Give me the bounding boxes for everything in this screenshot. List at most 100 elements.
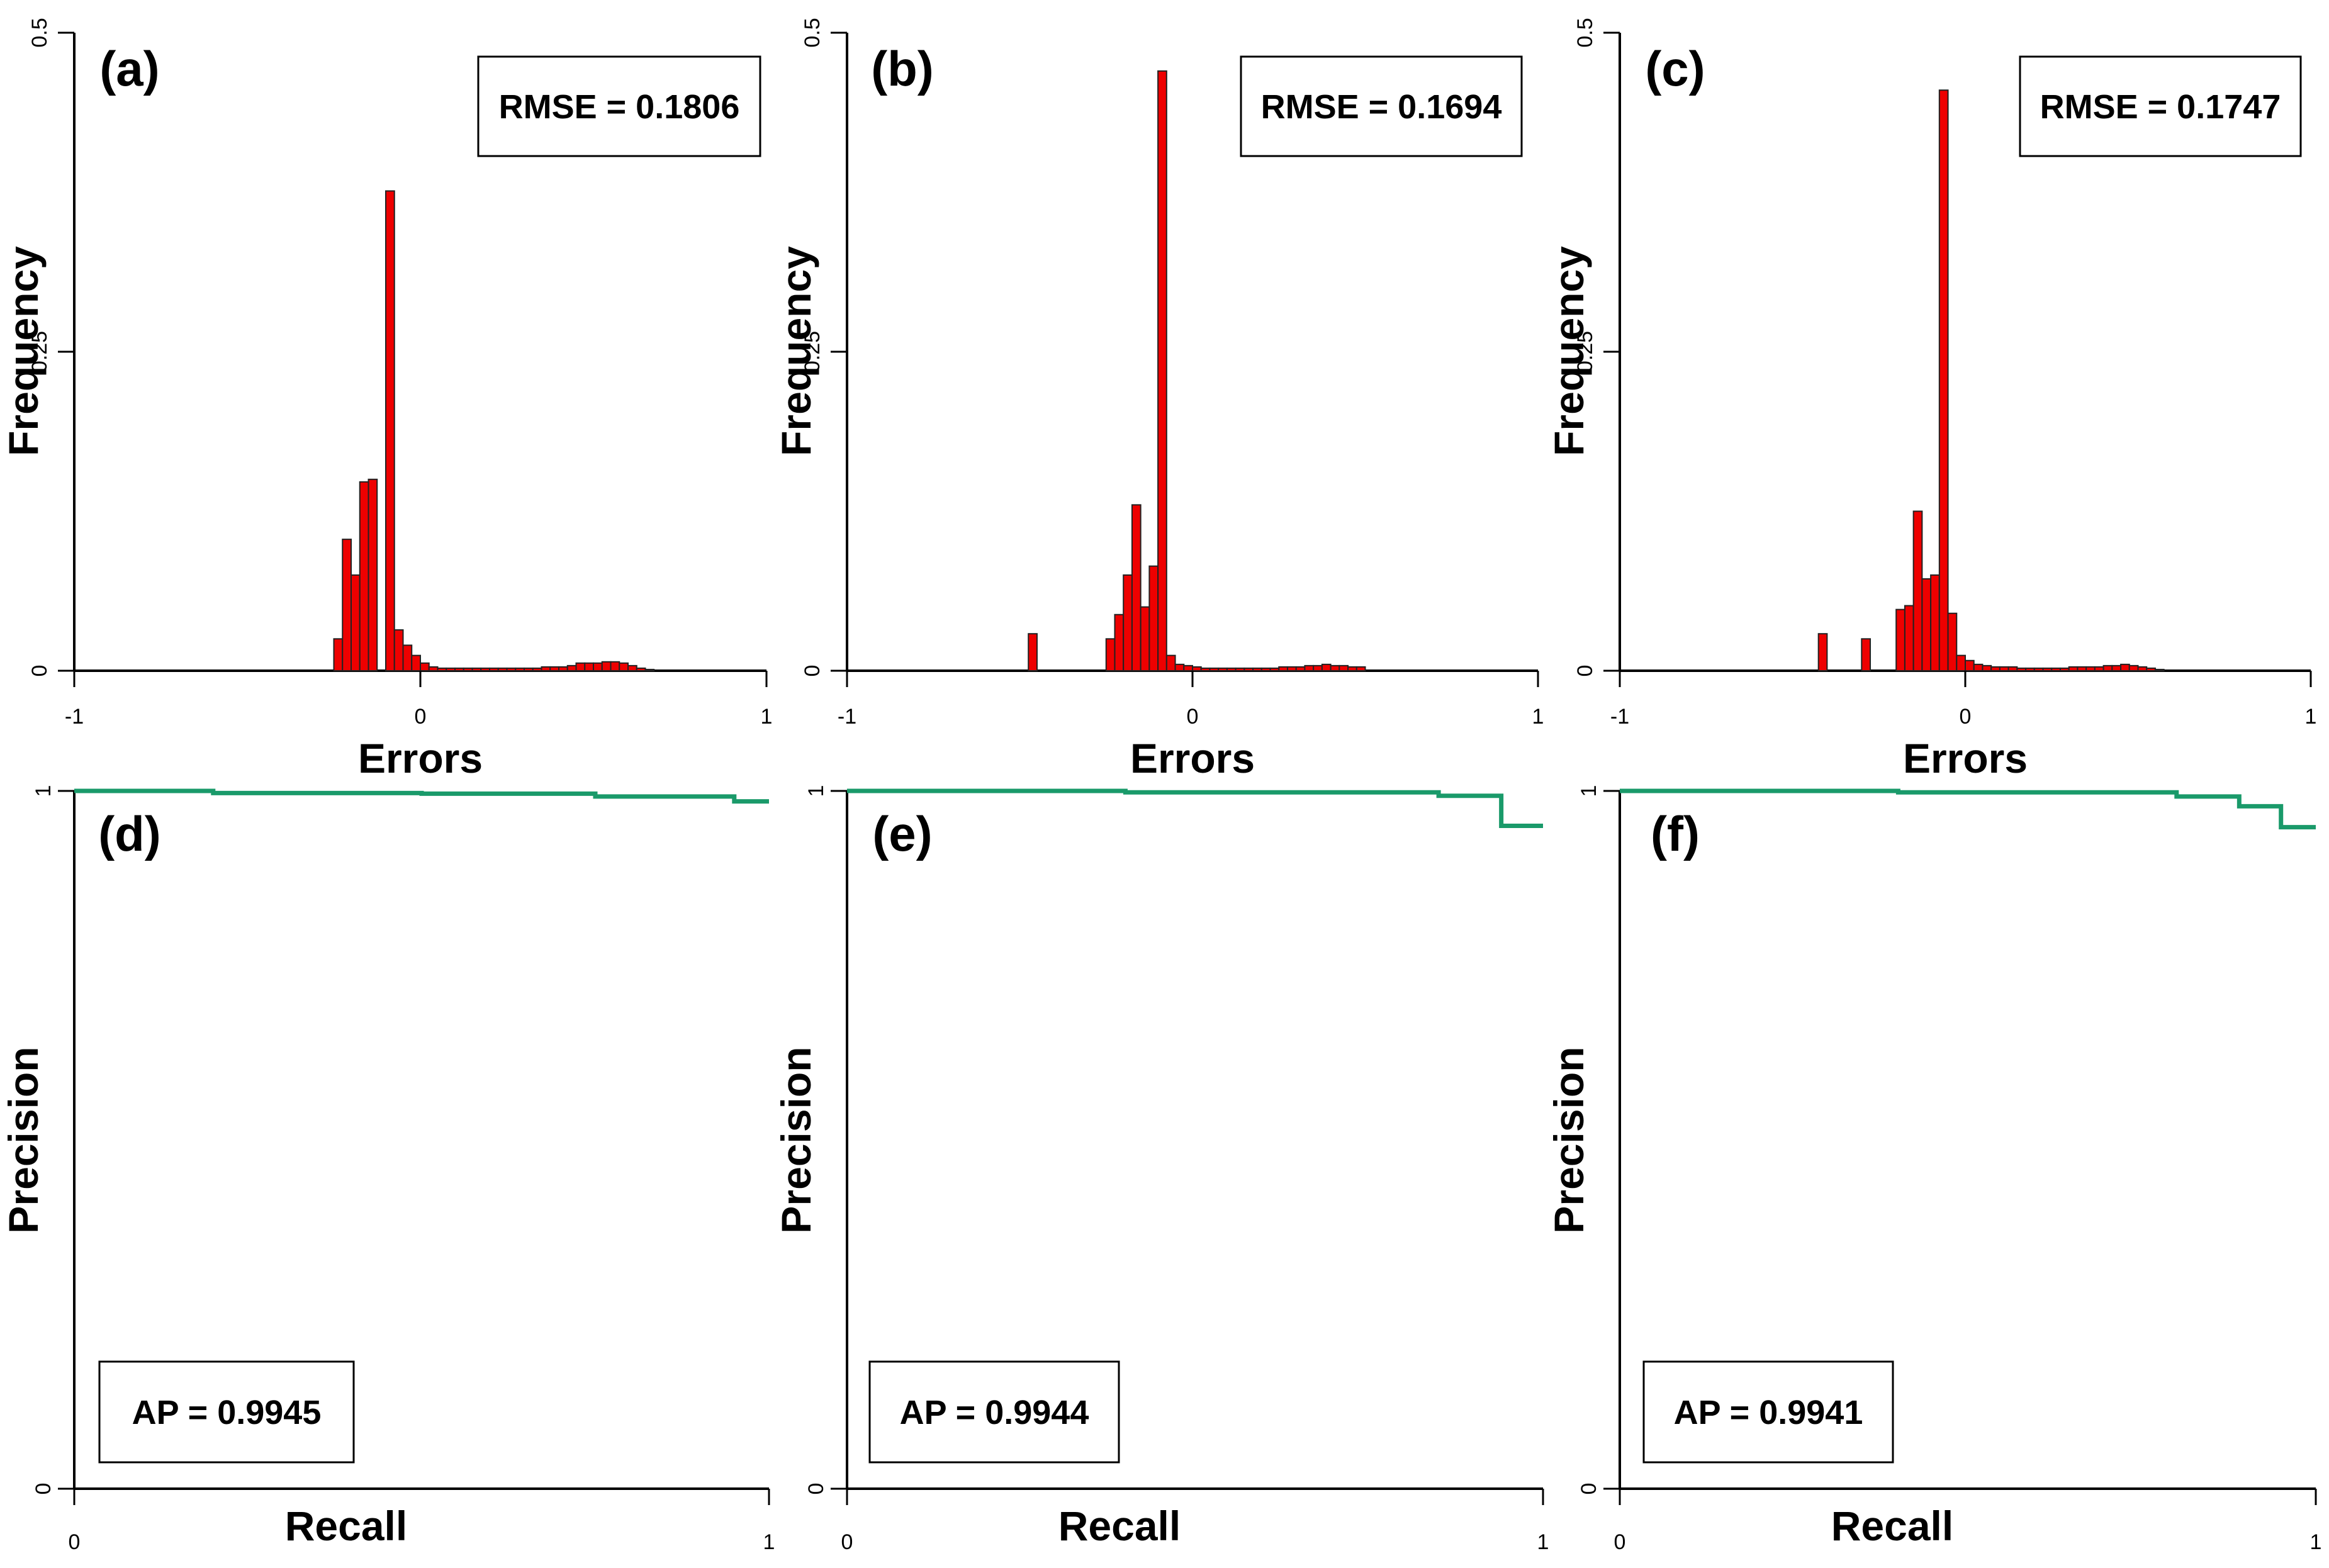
histogram-bar [644, 668, 655, 672]
histogram-bar [1321, 663, 1332, 671]
x-tick-label: -1 [838, 705, 856, 729]
x-axis-title: Errors [1903, 735, 2028, 781]
x-tick-label: 1 [761, 705, 773, 729]
histogram-bar [1347, 666, 1357, 672]
histogram-bar [1999, 666, 2009, 672]
panel-label: (b) [871, 41, 934, 96]
histogram-bar [420, 662, 430, 672]
histogram-bar [601, 661, 612, 671]
ap-annotation-box [868, 1360, 1120, 1464]
histogram-bar [584, 662, 594, 672]
rmse-annotation-box [2019, 55, 2302, 157]
panel-label: (d) [98, 806, 161, 861]
histogram-bar [1338, 664, 1349, 671]
histogram-bar [1148, 565, 1159, 671]
x-tick-label: 0 [69, 1530, 81, 1554]
histogram-bar [1330, 664, 1340, 671]
histogram-bar [1304, 664, 1315, 671]
x-axis-title: Errors [1130, 735, 1255, 781]
histogram-bar [489, 667, 499, 671]
histogram-bar [1123, 574, 1133, 672]
histogram-bar [454, 667, 464, 671]
histogram-bar [593, 662, 603, 672]
y-tick-label: 0.5 [1573, 18, 1597, 47]
histogram-bar [393, 629, 404, 671]
histogram-bar [1218, 667, 1228, 671]
histogram-bar [2146, 667, 2156, 671]
histogram-panel-b: -1 0 1 0 0.25 0.5 Errors Frequency (b) RMSE = 0.1… [773, 18, 1544, 781]
histogram-bar [1990, 666, 2001, 672]
histogram-panel-c: -1 0 1 0 0.25 0.5 Errors Frequency (c) RMSE = 0.1… [1546, 18, 2316, 781]
x-axis-title: Recall [1058, 1503, 1181, 1549]
histogram-bar [566, 664, 577, 671]
histogram-bar [1174, 663, 1185, 671]
y-tick-label: 0.25 [1573, 331, 1597, 372]
histogram-bar [1192, 666, 1202, 672]
histogram-bar [2016, 667, 2027, 671]
histogram-bar [1817, 633, 1828, 671]
histogram-bar [1243, 667, 1254, 671]
y-axis-title: Precision [773, 1046, 819, 1233]
histogram-bar [1157, 70, 1167, 671]
rmse-annotation-box [477, 55, 761, 157]
histogram-bar [1028, 633, 1038, 671]
histogram-bar [497, 667, 508, 671]
rmse-annotation: RMSE = 0.1747 [2040, 88, 2281, 126]
panel-label: (a) [99, 41, 159, 96]
x-tick-label: 0 [1960, 705, 1972, 729]
histogram-bar [1947, 612, 1958, 671]
histogram-bar [1252, 667, 1262, 671]
panel-label: (f) [1651, 806, 1700, 861]
histogram-bar [636, 667, 646, 671]
histogram-bar [1183, 664, 1194, 671]
histogram-bar [2025, 667, 2035, 671]
histogram-bar [1982, 664, 1992, 671]
histogram-bar [1355, 666, 1366, 672]
x-axis-title: Recall [1831, 1503, 1953, 1549]
histogram-bar [532, 667, 542, 671]
x-tick-label: 0 [1187, 705, 1199, 729]
histogram-bar [333, 638, 344, 671]
x-tick-label: 1 [1537, 1530, 1549, 1554]
rmse-annotation: RMSE = 0.1806 [499, 88, 740, 126]
histogram-bar [2111, 664, 2122, 671]
histogram-bar [515, 667, 525, 671]
histogram-bar [506, 667, 517, 671]
histogram-bar [2102, 664, 2113, 671]
histogram-bar [1131, 504, 1142, 671]
x-tick-label: 1 [2310, 1530, 2322, 1554]
y-tick-label: 0.5 [28, 18, 52, 47]
y-tick-label: 0 [1577, 1483, 1601, 1495]
y-axis-title: Precision [1546, 1046, 1592, 1233]
ap-annotation: AP = 0.9944 [900, 1394, 1089, 1431]
histogram-bar [463, 667, 473, 671]
histogram-bar [2042, 667, 2053, 671]
y-tick-label: 0 [804, 1483, 828, 1495]
histogram-bar [1260, 667, 1271, 671]
y-tick-label: 0 [800, 665, 824, 677]
histogram-bar [2033, 667, 2044, 671]
histogram-bar [1140, 606, 1150, 671]
histogram-bar [558, 666, 568, 672]
y-tick-label: 1 [804, 785, 828, 797]
histogram-bar [342, 539, 352, 672]
histogram-bar [351, 574, 361, 672]
y-tick-label: 0.5 [800, 18, 824, 47]
histogram-bar [428, 666, 439, 672]
histogram-bar [1912, 510, 1923, 671]
precision-recall-line [847, 788, 1543, 828]
histogram-bar [541, 666, 551, 672]
ap-annotation: AP = 0.9945 [132, 1394, 322, 1431]
y-axis-title: Frequency [1546, 246, 1592, 456]
histogram-bar [2051, 667, 2061, 671]
histogram-bar [1861, 638, 1872, 671]
histogram-bar [2120, 663, 2130, 671]
histogram-bar [1313, 664, 1323, 671]
histogram-bar [627, 664, 637, 671]
histogram-bar [1965, 659, 1975, 671]
histogram-panel-a: -1 0 1 0 0.25 0.5 Errors Frequency (a) RMSE = 0.1… [0, 18, 772, 781]
precision-recall-line [74, 788, 769, 804]
y-tick-label: 0 [31, 1483, 55, 1495]
histogram-bar [2085, 666, 2096, 672]
